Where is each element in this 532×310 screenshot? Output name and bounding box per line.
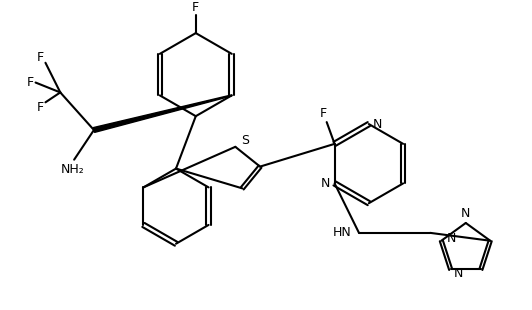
Text: NH₂: NH₂ [60, 163, 84, 176]
Text: F: F [192, 1, 200, 14]
Text: N: N [373, 117, 383, 131]
Text: S: S [241, 135, 249, 147]
Text: N: N [321, 177, 330, 190]
Text: F: F [37, 101, 44, 114]
Text: F: F [37, 51, 44, 64]
Text: N: N [446, 232, 456, 245]
Text: N: N [454, 267, 463, 280]
Polygon shape [93, 95, 232, 132]
Text: F: F [320, 107, 327, 120]
Text: F: F [27, 76, 34, 89]
Text: N: N [461, 206, 470, 219]
Text: HN: HN [332, 226, 351, 239]
